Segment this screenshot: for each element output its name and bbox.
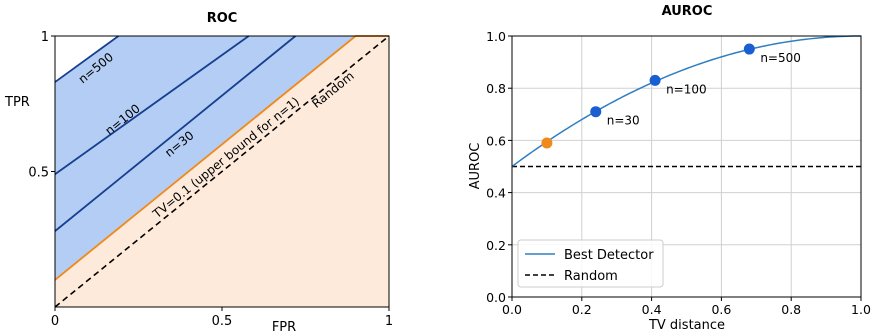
- auroc-title: AUROC: [662, 4, 713, 19]
- auroc-y-label: AUROC: [468, 143, 483, 190]
- auroc-x-tick-label: 0.2: [572, 302, 592, 317]
- auroc-y-tick-label: 0.2: [486, 238, 506, 253]
- roc-line-n-30: [54, 35, 297, 232]
- auroc-point-label: n=100: [666, 82, 707, 96]
- auroc-point-label: n=30: [607, 114, 640, 128]
- auroc-y-tick-label: 0.0: [486, 290, 506, 305]
- auroc-chart: AUROC n=30 n=100 n=500 0.0 0.2 0.4 0.6 0.8 1.0 0.…: [468, 4, 871, 333]
- roc-title: ROC: [207, 11, 238, 26]
- auroc-y-tick-label: 0.6: [486, 133, 506, 148]
- roc-x-tick-label: 1: [385, 314, 393, 329]
- auroc-point: [743, 43, 755, 55]
- auroc-point: [590, 106, 602, 118]
- auroc-x-tick-label: 1.0: [851, 302, 871, 317]
- roc-line-random: [54, 35, 390, 308]
- roc-y-label: TPR: [4, 95, 30, 110]
- auroc-legend-random-label: Random: [564, 269, 618, 284]
- auroc-legend-best-detector-label: Best Detector: [564, 248, 654, 263]
- auroc-point: [649, 74, 661, 86]
- auroc-frame: [511, 35, 862, 298]
- roc-line-n-500: [54, 35, 119, 83]
- auroc-legend-box: [517, 239, 664, 288]
- auroc-y-tick-label: 1.0: [486, 29, 506, 44]
- auroc-x-tick-label: 0.0: [502, 302, 522, 317]
- auroc-y-tick-label: 0.8: [486, 81, 506, 96]
- roc-x-tick-label: 0.5: [212, 314, 233, 329]
- roc-x-tick-label: 0: [51, 314, 59, 329]
- auroc-x-label: TV distance: [648, 318, 725, 333]
- roc-line-n-100: [54, 35, 250, 175]
- auroc-y-tick-label: 0.4: [486, 186, 506, 201]
- auroc-point-label: n=500: [760, 51, 801, 65]
- auroc-legend: Best Detector Random: [517, 239, 664, 288]
- auroc-x-tick-label: 0.8: [781, 302, 801, 317]
- auroc-x-tick-label: 0.6: [711, 302, 731, 317]
- auroc-x-tick-label: 0.4: [642, 302, 662, 317]
- roc-x-label: FPR: [272, 320, 296, 333]
- roc-y-tick-label: 0.5: [28, 166, 49, 181]
- auroc-point: [541, 137, 553, 149]
- roc-y-tick-label: 1: [41, 30, 49, 45]
- auroc-line-best-detector: [511, 35, 862, 168]
- auroc-plot-area: n=30 n=100 n=500 0.0 0.2 0.4 0.6 0.8 1.0 0.0 0.2 0.…: [486, 29, 871, 317]
